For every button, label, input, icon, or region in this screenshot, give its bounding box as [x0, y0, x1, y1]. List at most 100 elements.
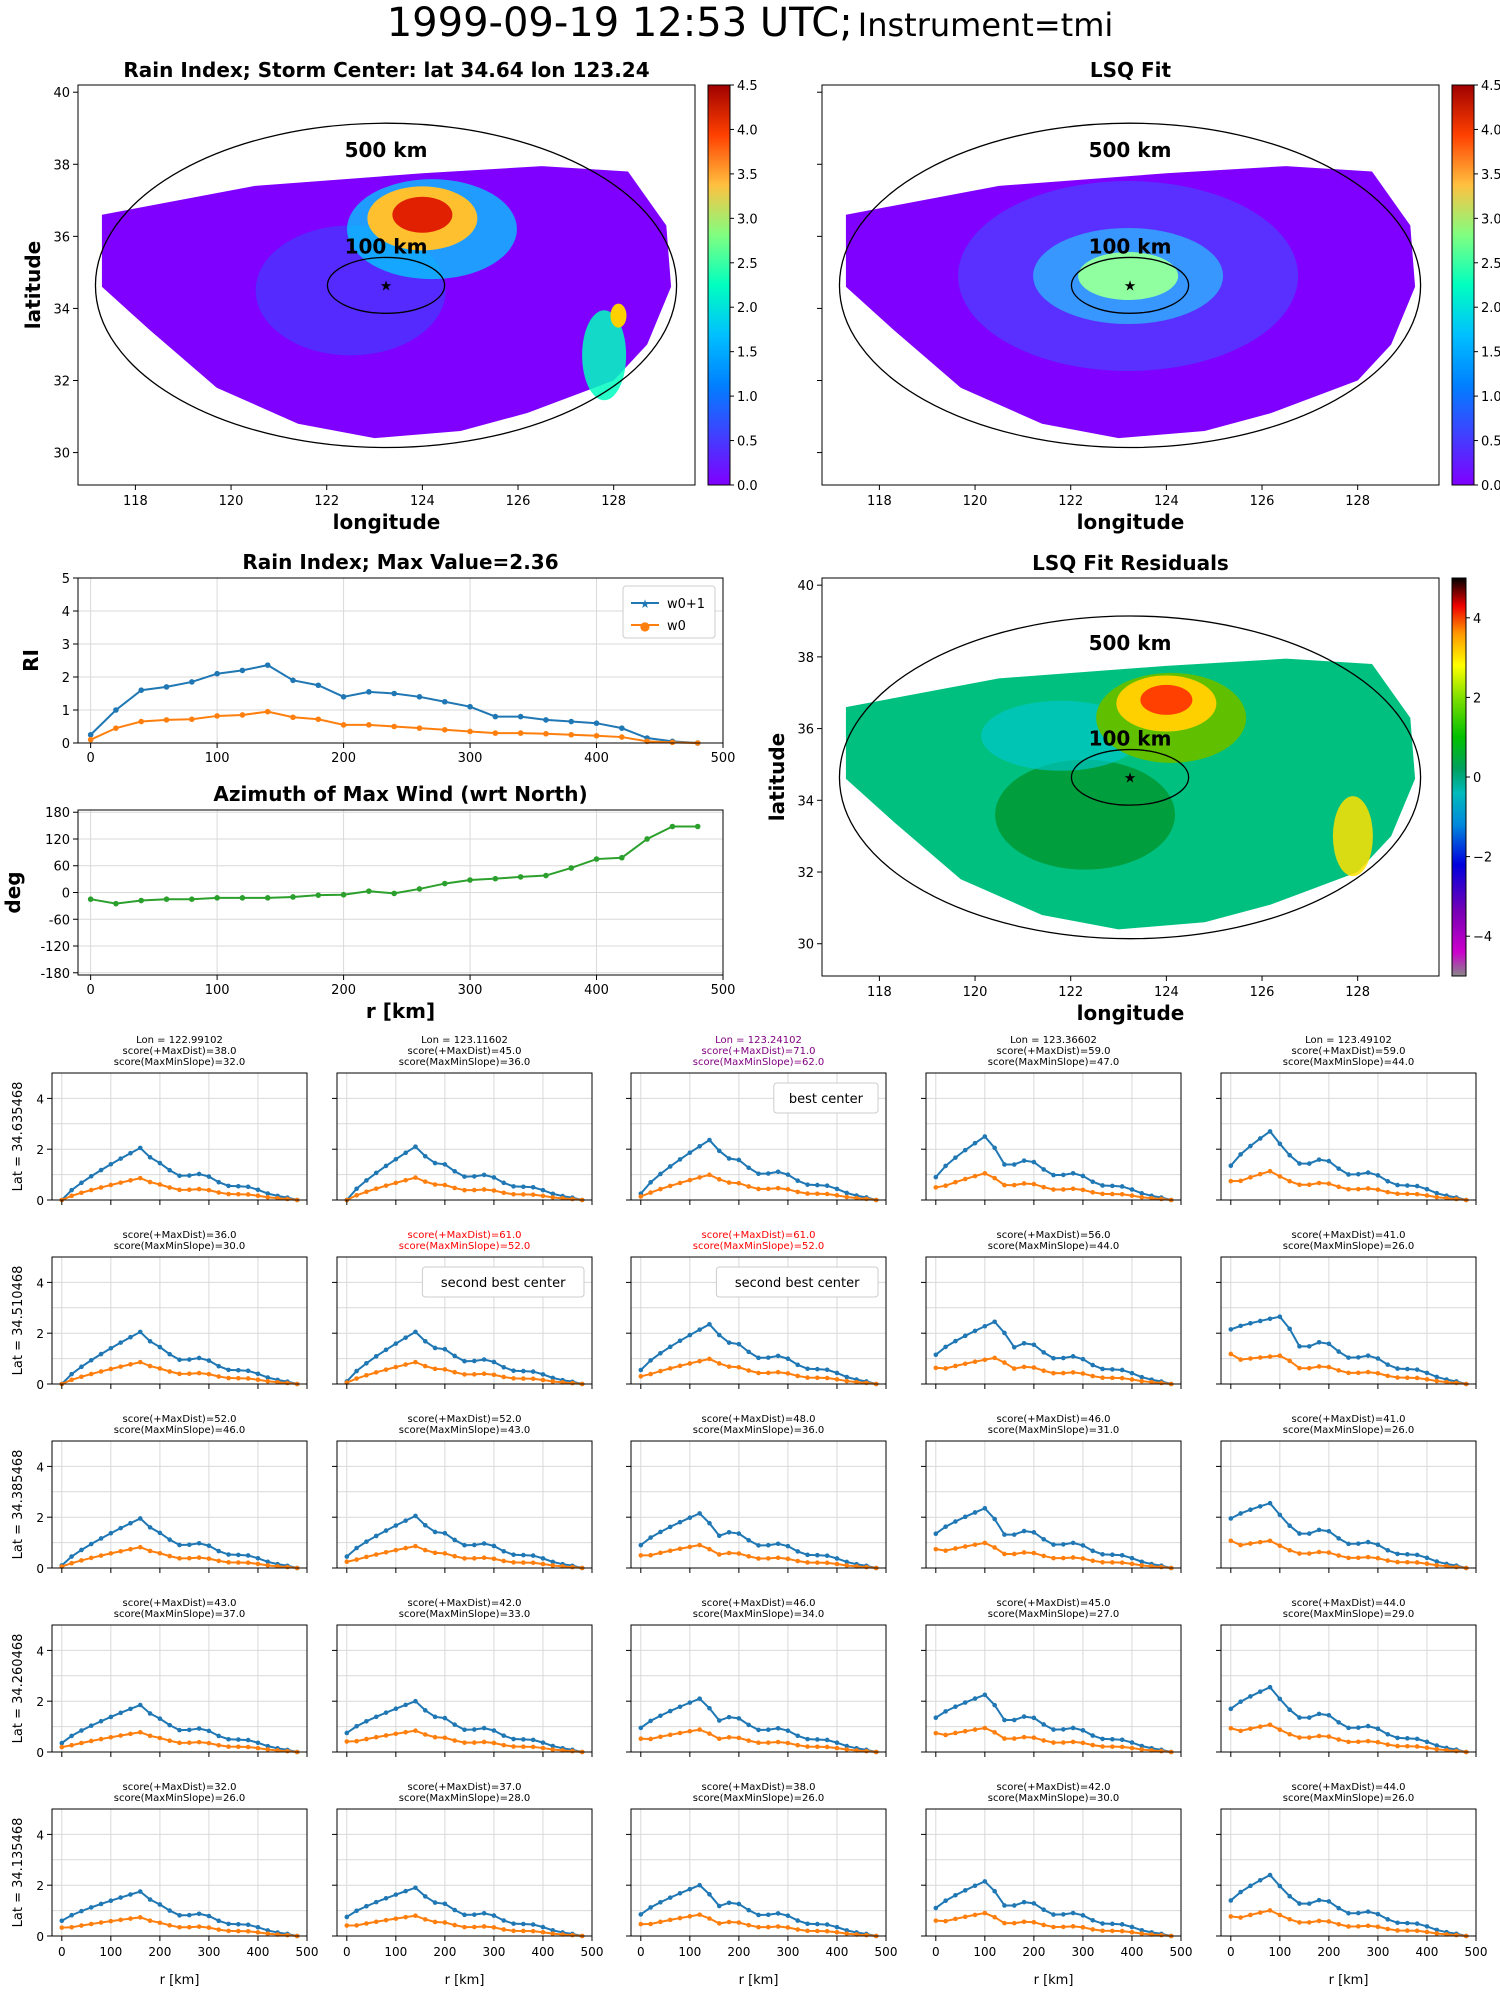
data-point-0	[177, 1913, 182, 1918]
data-point-0	[517, 874, 524, 880]
data-point-1	[1277, 1912, 1283, 1918]
data-point-1	[1385, 1926, 1391, 1932]
data-point-1	[1119, 1928, 1125, 1934]
data-point-0	[844, 1190, 850, 1196]
data-point-0	[403, 1518, 408, 1523]
data-point-1	[69, 1377, 74, 1383]
panel-score-slope: score(MaxMinSlope)=44.0	[988, 1241, 1119, 1252]
data-point-0	[521, 1921, 526, 1927]
data-point-1	[1267, 1722, 1273, 1728]
axes-frame	[821, 84, 1440, 486]
data-point-0	[1070, 1725, 1076, 1731]
data-point-0	[1257, 1504, 1263, 1509]
data-point-1	[1454, 1380, 1459, 1386]
data-point-0	[452, 1168, 457, 1174]
data-point-1	[226, 1928, 231, 1934]
y-tick-label: 38	[797, 651, 814, 666]
data-point-0	[972, 1510, 978, 1515]
data-point-1	[403, 1914, 408, 1920]
data-point-0	[79, 1908, 84, 1914]
panel-score-maxdist: score(+MaxDist)=61.0	[408, 1230, 522, 1241]
grid-panel-r2-c0: 024score(MaxMinSlope)=46.0score(+MaxDist…	[11, 1414, 308, 1576]
data-point-0	[1110, 1736, 1115, 1742]
data-point-1	[933, 1730, 939, 1736]
data-point-1	[255, 1930, 261, 1935]
data-point-1	[245, 1376, 251, 1381]
data-point-1	[1119, 1192, 1125, 1197]
data-point-0	[707, 1137, 712, 1143]
data-point-1	[726, 1735, 732, 1740]
data-point-1	[1267, 1168, 1273, 1174]
panel-column-lon: Lon = 123.24102	[715, 1035, 802, 1046]
data-point-1	[441, 727, 448, 733]
data-point-0	[1365, 1170, 1371, 1175]
data-point-0	[697, 1511, 702, 1516]
x-tick-label: 300	[482, 1945, 505, 1959]
data-point-1	[472, 1924, 477, 1930]
data-point-0	[462, 1727, 467, 1733]
x-tick-label: 500	[711, 983, 736, 998]
y-tick-label: 40	[53, 86, 70, 101]
data-point-0	[340, 891, 347, 898]
data-point-1	[265, 1378, 271, 1384]
data-point-0	[501, 1733, 507, 1738]
ring-100km	[1070, 256, 1190, 314]
data-point-1	[933, 1185, 939, 1190]
data-point-1	[432, 1734, 438, 1740]
data-point-0	[462, 1174, 467, 1179]
data-point-1	[403, 1545, 408, 1551]
x-tick-label: 300	[197, 1945, 220, 1959]
data-point-1	[677, 1180, 683, 1186]
data-point-1	[570, 1380, 575, 1386]
data-point-1	[1031, 1365, 1037, 1370]
grid-panel-r4-c4: 0 100 200 300 400 500score(MaxMinSlope)=26.0s…	[1216, 1782, 1487, 1988]
axes-frame	[1220, 1256, 1477, 1385]
x-tick-label: 500	[1465, 1945, 1488, 1959]
data-point-1	[1002, 1551, 1007, 1557]
data-point-0	[726, 1156, 732, 1161]
data-point-1	[354, 1376, 359, 1381]
data-point-1	[785, 1740, 791, 1746]
data-point-0	[441, 698, 448, 705]
data-point-0	[1002, 1532, 1007, 1537]
data-point-0	[1051, 1912, 1056, 1917]
data-point-1	[1326, 1550, 1332, 1555]
data-point-1	[1267, 1908, 1273, 1913]
data-point-1	[1110, 1191, 1115, 1197]
data-point-0	[491, 1728, 497, 1733]
panel-row-lat: Lat = 34.510468	[11, 1266, 26, 1376]
data-point-0	[481, 1357, 487, 1362]
data-point-0	[373, 1170, 379, 1176]
data-point-1	[226, 1191, 231, 1197]
data-point-0	[1021, 1714, 1027, 1719]
x-tick-label: 0	[87, 983, 95, 998]
panel-score-slope: score(MaxMinSlope)=44.0	[1283, 1057, 1414, 1068]
data-point-1	[108, 1734, 114, 1740]
data-point-0	[785, 1728, 791, 1733]
panel-score-slope: score(MaxMinSlope)=32.0	[114, 1057, 245, 1068]
data-point-1	[844, 1194, 850, 1200]
data-point-1	[638, 1736, 644, 1742]
data-point-0	[432, 1900, 438, 1905]
data-point-1	[214, 713, 220, 719]
data-point-0	[1395, 1551, 1400, 1557]
x-tick-label: 400	[532, 1945, 555, 1959]
panel-note: best center	[789, 1092, 864, 1107]
data-point-1	[697, 1542, 702, 1548]
plot-background	[1221, 1809, 1476, 1936]
ring-500km-label: 500 km	[1089, 138, 1172, 162]
data-point-1	[383, 1367, 389, 1372]
colorbar-tick-label: −4	[1473, 930, 1492, 945]
data-point-0	[726, 1529, 732, 1535]
data-point-0	[226, 1736, 231, 1742]
y-tick-label: -180	[40, 967, 70, 982]
data-point-0	[413, 1698, 418, 1704]
data-point-1	[982, 1357, 988, 1363]
data-point-0	[1139, 1743, 1145, 1749]
data-point-1	[432, 1550, 438, 1556]
data-point-1	[137, 1359, 143, 1365]
data-point-0	[236, 1921, 241, 1927]
data-point-1	[697, 1912, 702, 1917]
axes-frame	[51, 1072, 308, 1201]
data-point-1	[815, 1928, 820, 1934]
